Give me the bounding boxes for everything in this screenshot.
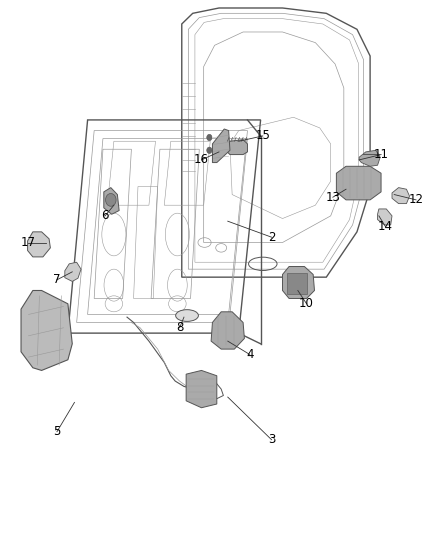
Polygon shape xyxy=(212,129,230,163)
Text: 8: 8 xyxy=(176,321,183,334)
Polygon shape xyxy=(378,209,392,225)
Polygon shape xyxy=(392,188,410,204)
Text: 13: 13 xyxy=(325,191,340,204)
Polygon shape xyxy=(21,290,72,370)
Polygon shape xyxy=(211,312,244,349)
Text: 6: 6 xyxy=(101,209,109,222)
Circle shape xyxy=(207,147,212,154)
Text: 10: 10 xyxy=(299,297,314,310)
Polygon shape xyxy=(186,370,217,408)
Polygon shape xyxy=(359,150,380,166)
Text: 12: 12 xyxy=(409,193,424,206)
Text: 11: 11 xyxy=(374,148,389,161)
Text: 4: 4 xyxy=(246,348,254,361)
Text: 3: 3 xyxy=(268,433,275,446)
Polygon shape xyxy=(104,188,119,214)
Circle shape xyxy=(207,134,212,141)
Text: 15: 15 xyxy=(255,130,270,142)
Text: 16: 16 xyxy=(194,154,209,166)
Bar xyxy=(287,273,307,294)
Polygon shape xyxy=(65,262,81,281)
Circle shape xyxy=(106,193,116,206)
Text: 14: 14 xyxy=(378,220,393,233)
Text: 5: 5 xyxy=(53,425,60,438)
Polygon shape xyxy=(28,232,50,257)
Text: 2: 2 xyxy=(268,231,276,244)
Text: 17: 17 xyxy=(21,236,36,249)
Ellipse shape xyxy=(176,310,198,321)
Polygon shape xyxy=(283,266,314,298)
Text: 7: 7 xyxy=(53,273,61,286)
Polygon shape xyxy=(336,166,381,200)
Polygon shape xyxy=(226,140,247,155)
